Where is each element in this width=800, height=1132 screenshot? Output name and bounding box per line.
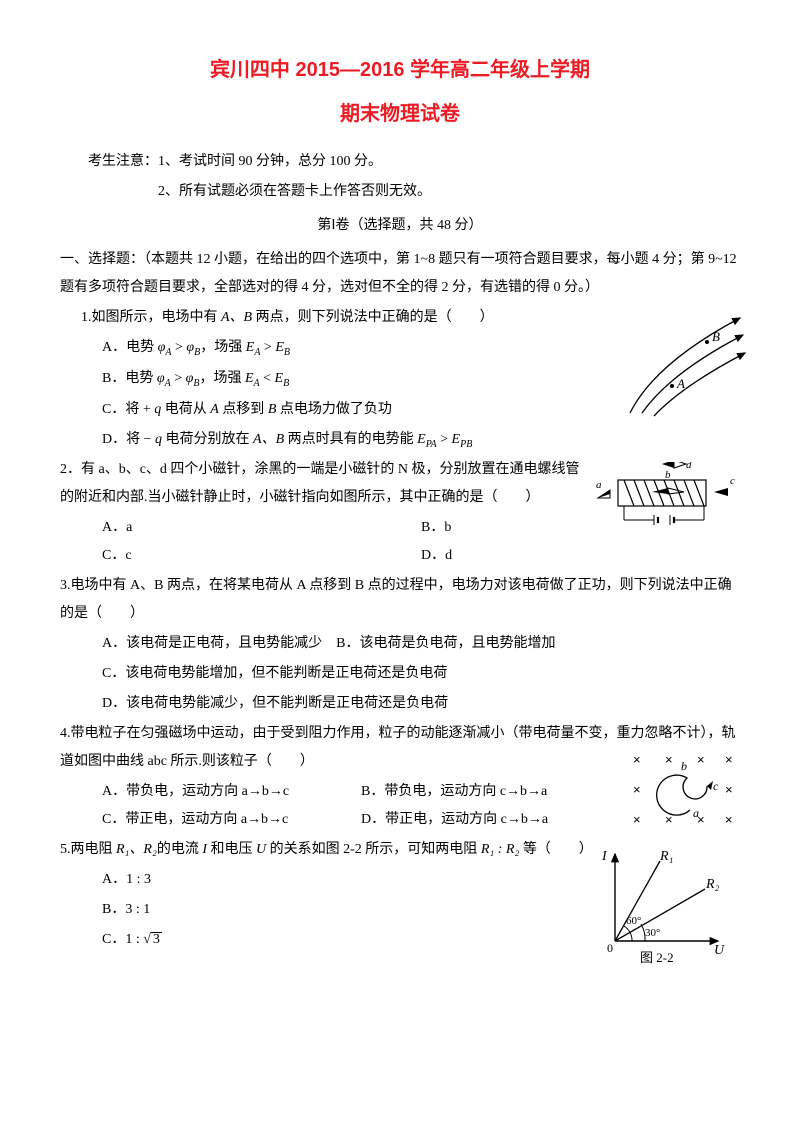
q5-s5: 等（ ） (523, 842, 593, 857)
q5-s4: 的关系如图 2-2 所示，可知两电阻 (270, 842, 481, 857)
angle-60: 60° (626, 915, 641, 927)
q5-optC-pre: C．1 : (102, 932, 143, 947)
q1-optD-m1: 电荷分别放在 (162, 432, 253, 447)
title-line2: 期末物理试卷 (60, 94, 740, 134)
question-1: B A 1.如图所示，电场中有 A、B 两点，则下列说法中正确的是（ ） A．电… (60, 304, 740, 454)
q1-stem-post: 两点，则下列说法中正确的是（ ） (252, 310, 494, 325)
q4-optB: B．带负电，运动方向 c→b→a (361, 778, 620, 806)
svg-text:a: a (596, 479, 602, 491)
svg-text:b: b (681, 759, 687, 773)
q4-optC: C．带正电，运动方向 a→b→c (102, 806, 361, 834)
svg-text:b: b (665, 469, 671, 481)
needle-a: a (596, 479, 610, 498)
q5-r1r2: R₁、R₂ (116, 842, 157, 857)
exam-note-2: 2、所有试题必须在答题卡上作答否则无效。 (60, 178, 740, 206)
q2-optC: C．c (102, 542, 421, 570)
q1-optC-post: 点电场力做了负功 (276, 402, 392, 417)
question-4: ×××× ×× ×××× a b c 4.带电粒子在匀强磁场中运动，由于受到阻力… (60, 720, 740, 834)
axis-U: U (714, 943, 725, 958)
svg-text:×: × (633, 782, 641, 797)
q1-optC-m2: 点移到 (219, 402, 268, 417)
svg-text:c: c (730, 475, 735, 487)
svg-text:c: c (713, 779, 719, 793)
q2-optA: A．a (102, 514, 421, 542)
q3-optA: A．该电荷是正电荷，且电势能减少 (102, 636, 322, 651)
svg-text:B: B (712, 329, 720, 344)
q1-ab: A、B (221, 310, 252, 325)
q4-figure: ×××× ×× ×××× a b c (625, 750, 740, 846)
q4-optD: D．带正电，运动方向 c→b→a (361, 806, 620, 834)
q1-stem-pre: 1.如图所示，电场中有 (81, 310, 221, 325)
fig-label: 图 2-2 (640, 950, 674, 965)
section1-heading: 第Ⅰ卷（选择题，共 48 分） (60, 212, 740, 240)
q5-optC-val: 3 (151, 932, 162, 947)
svg-text:×: × (725, 752, 733, 767)
q1-optD: D．将 − q 电荷分别放在 A、B 两点时具有的电势能 EPA > EPB (60, 426, 740, 455)
q1-optD-m2: 两点时具有的电势能 (284, 432, 417, 447)
q3-optB: B．该电荷是负电荷，且电势能增加 (336, 636, 555, 651)
svg-text:×: × (697, 752, 705, 767)
angle-30: 30° (645, 927, 660, 939)
q5-ratio: R₁ : R₂ (481, 842, 523, 857)
part1-instructions: 一、选择题：（本题共 12 小题，在给出的四个选项中，第 1~8 题只有一项符合… (60, 246, 740, 302)
svg-text:×: × (725, 782, 733, 797)
line-R2: R₂ (705, 877, 720, 892)
question-3: 3.电场中有 A、B 两点，在将某电荷从 A 点移到 B 点的过程中，电场力对该… (60, 572, 740, 718)
q1-optB-pre: B．电势 (102, 371, 157, 386)
q5-s3: 和电压 (211, 842, 257, 857)
question-2: a b c d 2．有 a、b、c、d 四个小磁针，涂黑的一端是小磁针的 N 极… (60, 456, 740, 570)
q3-stem: 3.电场中有 A、B 两点，在将某电荷从 A 点移到 B 点的过程中，电场力对该… (60, 572, 740, 628)
question-5: I U 0 R₁ R₂ 60° 30° 图 2-2 5.两电阻 R₁、R₂的电流… (60, 836, 740, 954)
q4-optA: A．带负电，运动方向 a→b→c (102, 778, 361, 806)
q1-figure: B A (610, 308, 750, 429)
q1-optA-mid: ，场强 (200, 340, 246, 355)
needle-c: c (714, 475, 740, 496)
exam-note-1: 考生注意：1、考试时间 90 分钟，总分 100 分。 (60, 148, 740, 176)
svg-text:×: × (633, 812, 641, 827)
q1-optC-pre: C．将 (102, 402, 143, 417)
needle-b: b (652, 469, 684, 494)
q1-optD-pre: D．将 (102, 432, 144, 447)
svg-text:a: a (693, 806, 699, 820)
svg-text:A: A (676, 376, 685, 391)
q1-optB-mid: ，场强 (199, 371, 245, 386)
svg-text:×: × (725, 812, 733, 827)
q5-I: I (202, 842, 210, 857)
svg-text:d: d (686, 462, 692, 471)
q5-figure: I U 0 R₁ R₂ 60° 30° 图 2-2 (590, 846, 730, 977)
q3-optC: C．该电荷电势能增加，但不能判断是正电荷还是负电荷 (60, 660, 740, 688)
q1-optC-A: A (210, 402, 219, 417)
origin-0: 0 (607, 941, 613, 955)
svg-text:×: × (665, 752, 673, 767)
line-R1: R₁ (659, 849, 673, 864)
title-line1: 宾川四中 2015—2016 学年高二年级上学期 (60, 50, 740, 90)
q3-optD: D．该电荷电势能减少，但不能判断是正电荷还是负电荷 (60, 690, 740, 718)
q5-s1: 5.两电阻 (60, 842, 116, 857)
q1-optA-pre: A．电势 (102, 340, 158, 355)
svg-text:×: × (633, 752, 641, 767)
q5-U: U (256, 842, 270, 857)
q1-optD-AB: A、B (253, 432, 284, 447)
q1-optC-m1: 电荷从 (161, 402, 210, 417)
axis-I: I (601, 849, 608, 864)
q5-s2: 的电流 (157, 842, 203, 857)
q2-figure: a b c d (590, 462, 740, 548)
